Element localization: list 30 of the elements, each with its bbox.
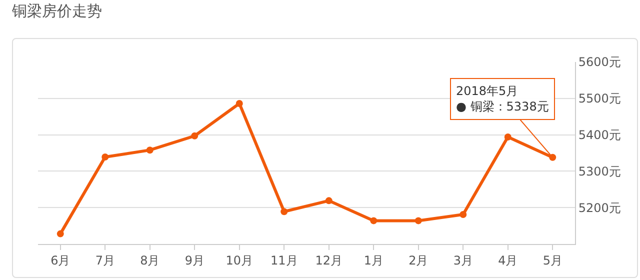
x-tick-label: 4月 [498, 253, 518, 268]
x-tick-label: 11月 [270, 253, 298, 268]
point [325, 197, 332, 204]
point [280, 208, 288, 216]
x-tick-label: 3月 [453, 253, 473, 268]
chart-title: 铜梁房价走势 [12, 2, 102, 21]
point [56, 230, 64, 238]
point [236, 100, 243, 107]
point [191, 132, 198, 140]
x-tick-label: 2月 [408, 253, 428, 268]
x-tick-label: 1月 [364, 253, 384, 268]
point [370, 217, 378, 224]
y-tick-label: 5200元 [578, 200, 621, 215]
x-tick-label: 10月 [226, 253, 254, 268]
y-tick-label: 5300元 [578, 164, 621, 178]
x-tick-label: 5月 [542, 253, 562, 268]
point [460, 211, 467, 218]
x-tick-label: 8月 [140, 253, 160, 268]
x-tick-label: 9月 [184, 253, 204, 268]
annotation: 2018年5月 ● 铜梁：5338元 [456, 84, 549, 114]
y-tick-label: 5600元 [578, 55, 621, 70]
x-tick-label: 7月 [95, 253, 115, 268]
y-tick-label: 5400元 [578, 128, 621, 142]
point [504, 133, 512, 140]
y-tick-label: 5500元 [578, 92, 621, 106]
point [146, 146, 154, 154]
point [102, 154, 109, 160]
x-tick-label: 6月 [50, 253, 70, 268]
point [414, 217, 422, 224]
x-tick-label: 12月 [315, 253, 343, 268]
